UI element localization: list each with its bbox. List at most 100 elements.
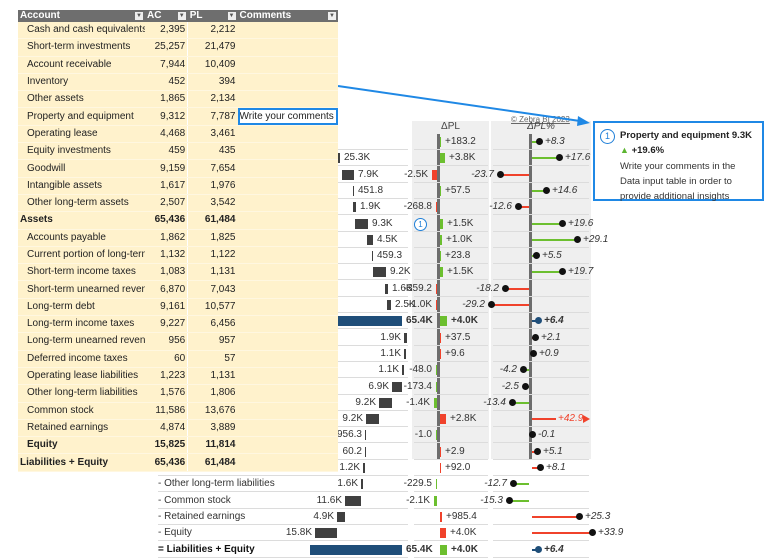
delta-pct-dot[interactable] bbox=[532, 334, 539, 341]
delta-pct-dot[interactable] bbox=[506, 497, 513, 504]
delta-pl-bar[interactable] bbox=[440, 153, 445, 163]
cell-ac[interactable]: 4,468 bbox=[145, 125, 189, 144]
cell-pl[interactable]: 10,577 bbox=[187, 298, 238, 317]
waterfall-bar[interactable] bbox=[310, 316, 402, 326]
delta-pl-bar[interactable] bbox=[436, 365, 437, 375]
waterfall-bar[interactable] bbox=[402, 365, 404, 375]
cell-account[interactable]: Goodwill bbox=[18, 159, 145, 178]
cell-ac[interactable]: 60 bbox=[145, 350, 189, 368]
waterfall-bar[interactable] bbox=[379, 398, 392, 408]
cell-comment[interactable] bbox=[237, 350, 338, 368]
cell-comment[interactable] bbox=[237, 402, 338, 420]
cell-pl[interactable]: 6,456 bbox=[187, 315, 238, 334]
waterfall-bar[interactable] bbox=[353, 186, 354, 196]
waterfall-bar[interactable] bbox=[310, 545, 402, 555]
delta-pl-bar[interactable] bbox=[440, 463, 441, 473]
delta-pct-dot[interactable] bbox=[589, 529, 596, 536]
cell-ac[interactable]: 1,132 bbox=[145, 246, 189, 265]
delta-pl-bar[interactable] bbox=[436, 284, 437, 294]
waterfall-bar[interactable] bbox=[345, 496, 361, 506]
cell-ac[interactable]: 1,576 bbox=[145, 384, 189, 403]
cell-comment[interactable] bbox=[237, 436, 338, 455]
delta-pct-dot[interactable] bbox=[576, 513, 583, 520]
cell-account[interactable]: Other assets bbox=[18, 90, 145, 109]
cell-comment[interactable] bbox=[237, 73, 338, 92]
header-account[interactable]: Account ▼ bbox=[18, 10, 145, 22]
cell-ac[interactable]: 11,586 bbox=[145, 402, 189, 420]
cell-account[interactable]: Common stock bbox=[18, 402, 145, 420]
delta-pl-bar[interactable] bbox=[440, 251, 441, 261]
comment-marker-icon[interactable]: 1 bbox=[414, 218, 427, 231]
delta-pl-bar[interactable] bbox=[434, 398, 437, 408]
cell-account[interactable]: Long-term debt bbox=[18, 298, 145, 317]
cell-pl[interactable]: 1,825 bbox=[187, 229, 238, 247]
copyright-label[interactable]: © Zebra BI 2023 bbox=[511, 115, 570, 124]
cell-comment[interactable] bbox=[237, 159, 338, 178]
data-input-table[interactable]: Account ▼ AC ▼ PL ▼ Comments ▼ Cash and cash… bbox=[18, 10, 338, 472]
delta-pct-dot[interactable] bbox=[529, 431, 536, 438]
cell-ac[interactable]: 956 bbox=[145, 332, 189, 351]
cell-pl[interactable]: 1,806 bbox=[187, 384, 238, 403]
delta-pl-bar[interactable] bbox=[436, 300, 437, 310]
cell-comment[interactable] bbox=[237, 125, 338, 144]
delta-pl-bar[interactable] bbox=[440, 447, 441, 457]
cell-comment[interactable] bbox=[237, 194, 338, 213]
cell-comment[interactable] bbox=[237, 280, 338, 299]
cell-ac[interactable]: 6,870 bbox=[145, 280, 189, 299]
delta-pl-bar[interactable] bbox=[440, 333, 441, 343]
cell-pl[interactable]: 435 bbox=[187, 142, 238, 161]
delta-pl-bar[interactable] bbox=[440, 316, 447, 326]
cell-comment[interactable] bbox=[237, 211, 338, 230]
cell-comment[interactable] bbox=[237, 298, 338, 317]
cell-pl[interactable]: 3,889 bbox=[187, 419, 238, 438]
cell-comment[interactable] bbox=[237, 332, 338, 351]
cell-comment[interactable] bbox=[237, 38, 338, 57]
cell-ac[interactable]: 25,257 bbox=[145, 38, 189, 57]
delta-pct-dot[interactable] bbox=[502, 285, 509, 292]
header-comments[interactable]: Comments ▼ bbox=[237, 10, 338, 22]
cell-ac[interactable]: 4,874 bbox=[145, 419, 189, 438]
cell-pl[interactable]: 11,814 bbox=[187, 436, 238, 455]
header-ac[interactable]: AC ▼ bbox=[145, 10, 188, 22]
delta-pct-dot[interactable] bbox=[509, 399, 516, 406]
cell-account[interactable]: Current portion of long-term bbox=[18, 246, 145, 265]
delta-pl-bar[interactable] bbox=[440, 414, 446, 424]
cell-account[interactable]: Inventory bbox=[18, 73, 145, 92]
waterfall-bar[interactable] bbox=[365, 447, 366, 457]
cell-account[interactable]: Equity bbox=[18, 436, 145, 455]
cell-ac[interactable]: 9,312 bbox=[145, 107, 189, 126]
filter-dropdown-icon[interactable]: ▼ bbox=[227, 12, 236, 20]
waterfall-bar[interactable] bbox=[355, 219, 368, 229]
delta-pl-bar[interactable] bbox=[440, 528, 446, 538]
waterfall-bar[interactable] bbox=[337, 512, 345, 522]
delta-pct-dot[interactable] bbox=[488, 301, 495, 308]
waterfall-bar[interactable] bbox=[385, 284, 388, 294]
cell-account[interactable]: Property and equipment bbox=[18, 107, 145, 126]
cell-account[interactable]: Equity investments bbox=[18, 142, 145, 161]
cell-comment[interactable] bbox=[237, 229, 338, 247]
cell-comment[interactable]: Write your comments bbox=[237, 107, 338, 126]
cell-account[interactable]: Cash and cash equivalents bbox=[18, 22, 145, 40]
waterfall-bar[interactable] bbox=[361, 479, 363, 489]
cell-ac[interactable]: 15,825 bbox=[145, 436, 189, 455]
cell-account[interactable]: Intangible assets bbox=[18, 177, 145, 195]
filter-dropdown-icon[interactable]: ▼ bbox=[177, 12, 186, 20]
cell-pl[interactable]: 1,122 bbox=[187, 246, 238, 265]
cell-comment[interactable] bbox=[237, 90, 338, 109]
delta-pl-bar[interactable] bbox=[440, 512, 442, 522]
cell-ac[interactable]: 1,223 bbox=[145, 367, 189, 386]
delta-pct-dot[interactable] bbox=[559, 220, 566, 227]
cell-pl[interactable]: 7,043 bbox=[187, 280, 238, 299]
cell-ac[interactable]: 65,436 bbox=[145, 211, 189, 230]
delta-pct-dot[interactable] bbox=[543, 187, 550, 194]
delta-pl-bar[interactable] bbox=[440, 219, 443, 229]
cell-pl[interactable]: 3,461 bbox=[187, 125, 238, 144]
waterfall-bar[interactable] bbox=[365, 430, 366, 440]
waterfall-bar[interactable] bbox=[387, 300, 391, 310]
cell-pl[interactable]: 394 bbox=[187, 73, 238, 92]
cell-pl[interactable]: 1,976 bbox=[187, 177, 238, 195]
cell-pl[interactable]: 2,212 bbox=[187, 22, 238, 40]
cell-ac[interactable]: 1,862 bbox=[145, 229, 189, 247]
waterfall-bar[interactable] bbox=[392, 382, 402, 392]
delta-pct-dot[interactable] bbox=[536, 138, 543, 145]
